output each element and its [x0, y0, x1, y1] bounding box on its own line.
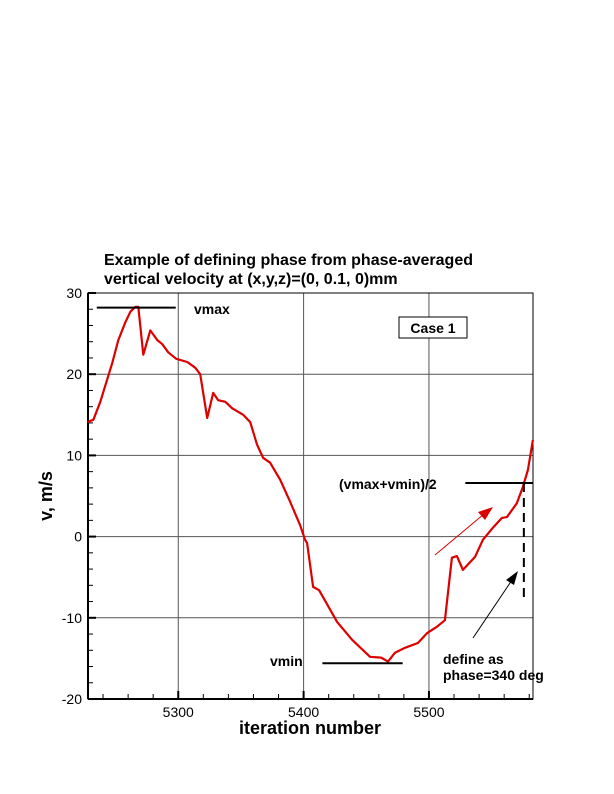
x-axis-label: iteration number: [239, 718, 381, 738]
mid-label: (vmax+vmin)/2: [339, 476, 437, 492]
y-axis-label: v, m/s: [36, 471, 56, 521]
vmin-label: vmin: [270, 653, 303, 669]
case-label: Case 1: [410, 320, 455, 336]
case-box: [398, 316, 468, 339]
plot-frame: [87, 292, 534, 700]
vmax-label: vmax: [194, 301, 230, 317]
y-tick-label: 30: [66, 285, 82, 301]
chart-title-line-1: Example of defining phase from phase-ave…: [104, 252, 473, 269]
y-tick-label: -20: [62, 691, 82, 707]
phase-label-line-1: define as: [443, 651, 504, 667]
black-arrow-shaft: [472, 579, 513, 639]
grid: [88, 293, 533, 699]
y-tick-label: 0: [74, 529, 82, 545]
x-tick-label: 5300: [163, 704, 194, 720]
chart-title-line-2: vertical velocity at (x,y,z)=(0, 0.1, 0)…: [104, 271, 398, 288]
red-arrow-head: [478, 507, 493, 520]
y-tick-label: 10: [66, 447, 82, 463]
black-arrow-head: [506, 571, 518, 585]
x-tick-label: 5400: [288, 704, 319, 720]
x-tick-label: 5500: [413, 704, 444, 720]
ticks: 5300 5400 5500 -20 -10 0 10 20 30: [62, 285, 530, 720]
annotations: [96, 306, 533, 665]
y-tick-label: 20: [66, 366, 82, 382]
y-tick-label: -10: [62, 610, 82, 626]
red-arrow-shaft: [434, 513, 485, 556]
series-line: [86, 305, 534, 663]
phase-label-line-2: phase=340 deg: [443, 667, 544, 683]
